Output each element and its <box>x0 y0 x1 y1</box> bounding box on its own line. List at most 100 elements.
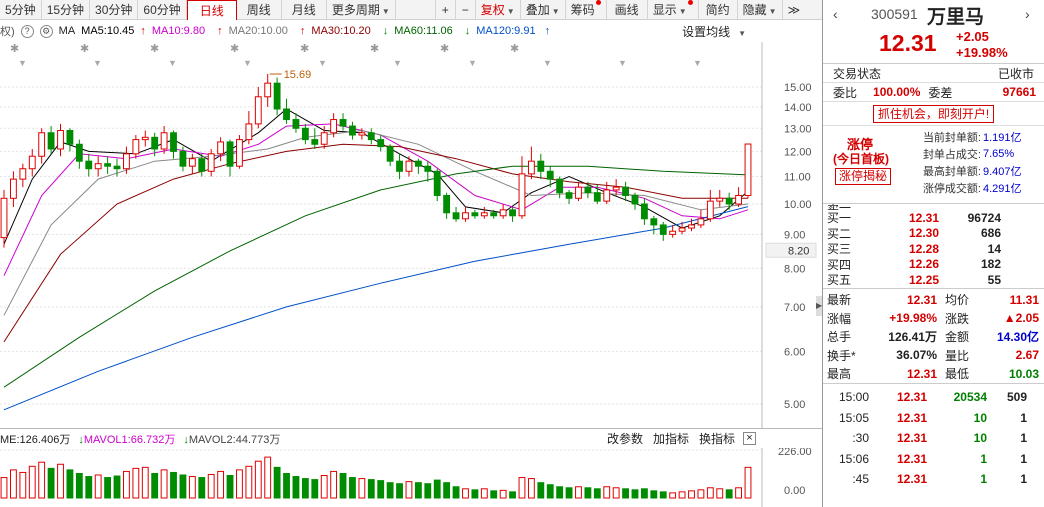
prev-stock-icon[interactable]: ‹ <box>833 6 838 22</box>
candle-body <box>254 96 262 125</box>
volume-value: ME:126.406万 <box>0 433 71 446</box>
candlestick-chart[interactable]: 15.00 14.00 13.00 12.00 11.00 10.00 9.00 8.00 7.… <box>0 42 822 428</box>
ma120-text: MA120:9.91 <box>476 25 536 37</box>
tab-weekly[interactable]: 周线 <box>237 0 282 20</box>
candle-body <box>443 194 451 214</box>
volume-bar <box>132 467 140 499</box>
tab-monthly[interactable]: 月线 <box>282 0 327 20</box>
candle-body <box>330 119 338 134</box>
tab-60min[interactable]: 60分钟 <box>138 0 187 20</box>
expand-icon[interactable]: ≫ <box>787 2 801 17</box>
marker-arrow-icon: ▼ <box>93 58 102 68</box>
candle-body <box>141 136 149 141</box>
marker-icon: ✱ <box>370 43 379 55</box>
order-book-row: 买三 12.28 14 <box>823 241 1044 257</box>
candle <box>640 198 648 225</box>
panel-collapse-handle[interactable]: ▶ <box>816 296 822 316</box>
marker-icon: ✱ <box>10 43 19 55</box>
candle-body <box>349 125 356 136</box>
candle <box>565 189 573 204</box>
ma60-value: ↓ MA60:11.06 <box>383 25 459 37</box>
stat-label: 涨跌 <box>945 311 970 326</box>
hide-button[interactable]: 隐藏 ▼ <box>738 0 783 20</box>
candle-body <box>593 192 601 202</box>
down-arrow-icon: ↓ <box>382 25 389 37</box>
book-volume: 96724 <box>967 210 1001 225</box>
display-button[interactable]: 显示 ▼ <box>648 0 699 20</box>
candle <box>716 189 724 207</box>
volume-bar <box>433 479 441 499</box>
current-line-box <box>765 242 817 258</box>
limit-reveal-button[interactable]: 涨停揭秘 <box>835 168 892 185</box>
candle <box>188 153 196 174</box>
candle-body <box>659 224 667 235</box>
candle <box>424 161 432 182</box>
volume-bar <box>565 487 573 499</box>
candle <box>725 192 733 210</box>
dropdown-arrow-icon: ▼ <box>738 28 746 38</box>
tick-price: 12.31 <box>896 390 927 405</box>
candle-body <box>292 119 300 129</box>
candle <box>537 153 545 180</box>
close-icon[interactable]: × <box>743 432 756 445</box>
candle <box>735 187 743 207</box>
volume-bar <box>640 488 648 499</box>
settings-icon[interactable]: ⚙ <box>39 24 53 38</box>
candle-body <box>584 186 592 194</box>
candle <box>480 206 488 219</box>
current-line-label: 8.20 <box>788 245 809 257</box>
ma20-value: ↑ MA20:10.00 <box>217 25 294 37</box>
candle <box>123 146 130 174</box>
overlay-button[interactable]: 叠加 ▼ <box>521 0 566 20</box>
tab-daily[interactable]: 日线 <box>186 0 237 20</box>
vol-tick-label: 0.00 <box>784 485 805 497</box>
next-stock-icon[interactable]: › <box>1025 6 1030 22</box>
candle <box>19 163 27 188</box>
marker-icon: ✱ <box>80 43 89 55</box>
stat-row: 最高 12.31 最低 10.03 <box>823 365 1044 384</box>
help-icon[interactable]: ? <box>20 24 34 38</box>
candle <box>217 137 225 162</box>
candle <box>207 148 215 177</box>
fuquan-button[interactable]: 复权 ▼ <box>476 0 521 20</box>
candle-body <box>28 155 36 170</box>
webi-label: 委比 <box>833 85 858 100</box>
simple-button[interactable]: 简约 <box>699 0 738 20</box>
tick-price: 12.31 <box>896 431 927 446</box>
zoom-out-button[interactable]: − <box>456 0 476 20</box>
stat-row: 换手* 36.07% 量比 2.67 <box>823 346 1044 365</box>
volume-bar <box>264 456 272 499</box>
zoom-in-button[interactable]: + <box>436 0 456 20</box>
candle <box>556 176 564 199</box>
tab-5min[interactable]: 5分钟 <box>0 0 42 20</box>
swap-indicator-button[interactable]: 换指标 <box>698 432 735 446</box>
candle-body <box>85 160 93 170</box>
candle-body <box>377 139 385 148</box>
limit-stat-value: 1.191亿 <box>983 131 1022 144</box>
volume-bar <box>414 482 422 499</box>
stat-value: 2.67 <box>1015 348 1039 363</box>
tick-price: 12.31 <box>896 410 927 425</box>
volume-bar <box>151 472 159 499</box>
candle <box>669 224 677 238</box>
volume-bar <box>94 474 102 499</box>
draw-button[interactable]: 画线 <box>607 0 648 20</box>
open-account-banner[interactable]: 抓住机会，即刻开户! <box>823 102 1044 126</box>
tab-15min[interactable]: 15分钟 <box>42 0 91 20</box>
volume-bar <box>217 470 225 499</box>
candle-body <box>367 132 375 141</box>
volume-chart[interactable]: 226.00 0.00 <box>0 448 822 507</box>
limit-stat-value: 7.65% <box>983 147 1015 160</box>
tab-30min[interactable]: 30分钟 <box>90 0 139 20</box>
chips-button[interactable]: 筹码 <box>566 0 607 20</box>
candle-body <box>622 186 629 196</box>
tab-more-periods[interactable]: 更多周期 ▼ <box>327 0 396 20</box>
add-indicator-button[interactable]: 加指标 <box>652 432 689 446</box>
candle-body <box>57 130 64 150</box>
modify-params-button[interactable]: 改参数 <box>606 432 643 446</box>
book-volume: 55 <box>987 272 1001 287</box>
fuquan-label: 复权 <box>480 2 505 17</box>
candle <box>38 128 46 164</box>
stat-value: 36.07% <box>896 348 937 363</box>
ma-settings-button[interactable]: 设置均线 ▼ <box>682 23 752 40</box>
